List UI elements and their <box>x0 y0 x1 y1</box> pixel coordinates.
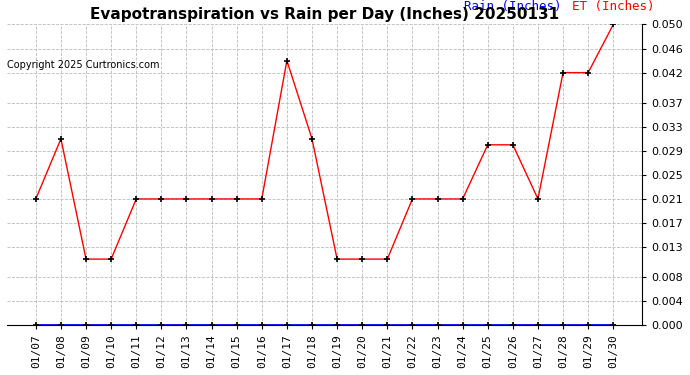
Text: ET (Inches): ET (Inches) <box>572 0 655 13</box>
Text: Rain (Inches): Rain (Inches) <box>464 0 562 13</box>
Title: Evapotranspiration vs Rain per Day (Inches) 20250131: Evapotranspiration vs Rain per Day (Inch… <box>90 7 559 22</box>
Text: Copyright 2025 Curtronics.com: Copyright 2025 Curtronics.com <box>7 60 159 70</box>
